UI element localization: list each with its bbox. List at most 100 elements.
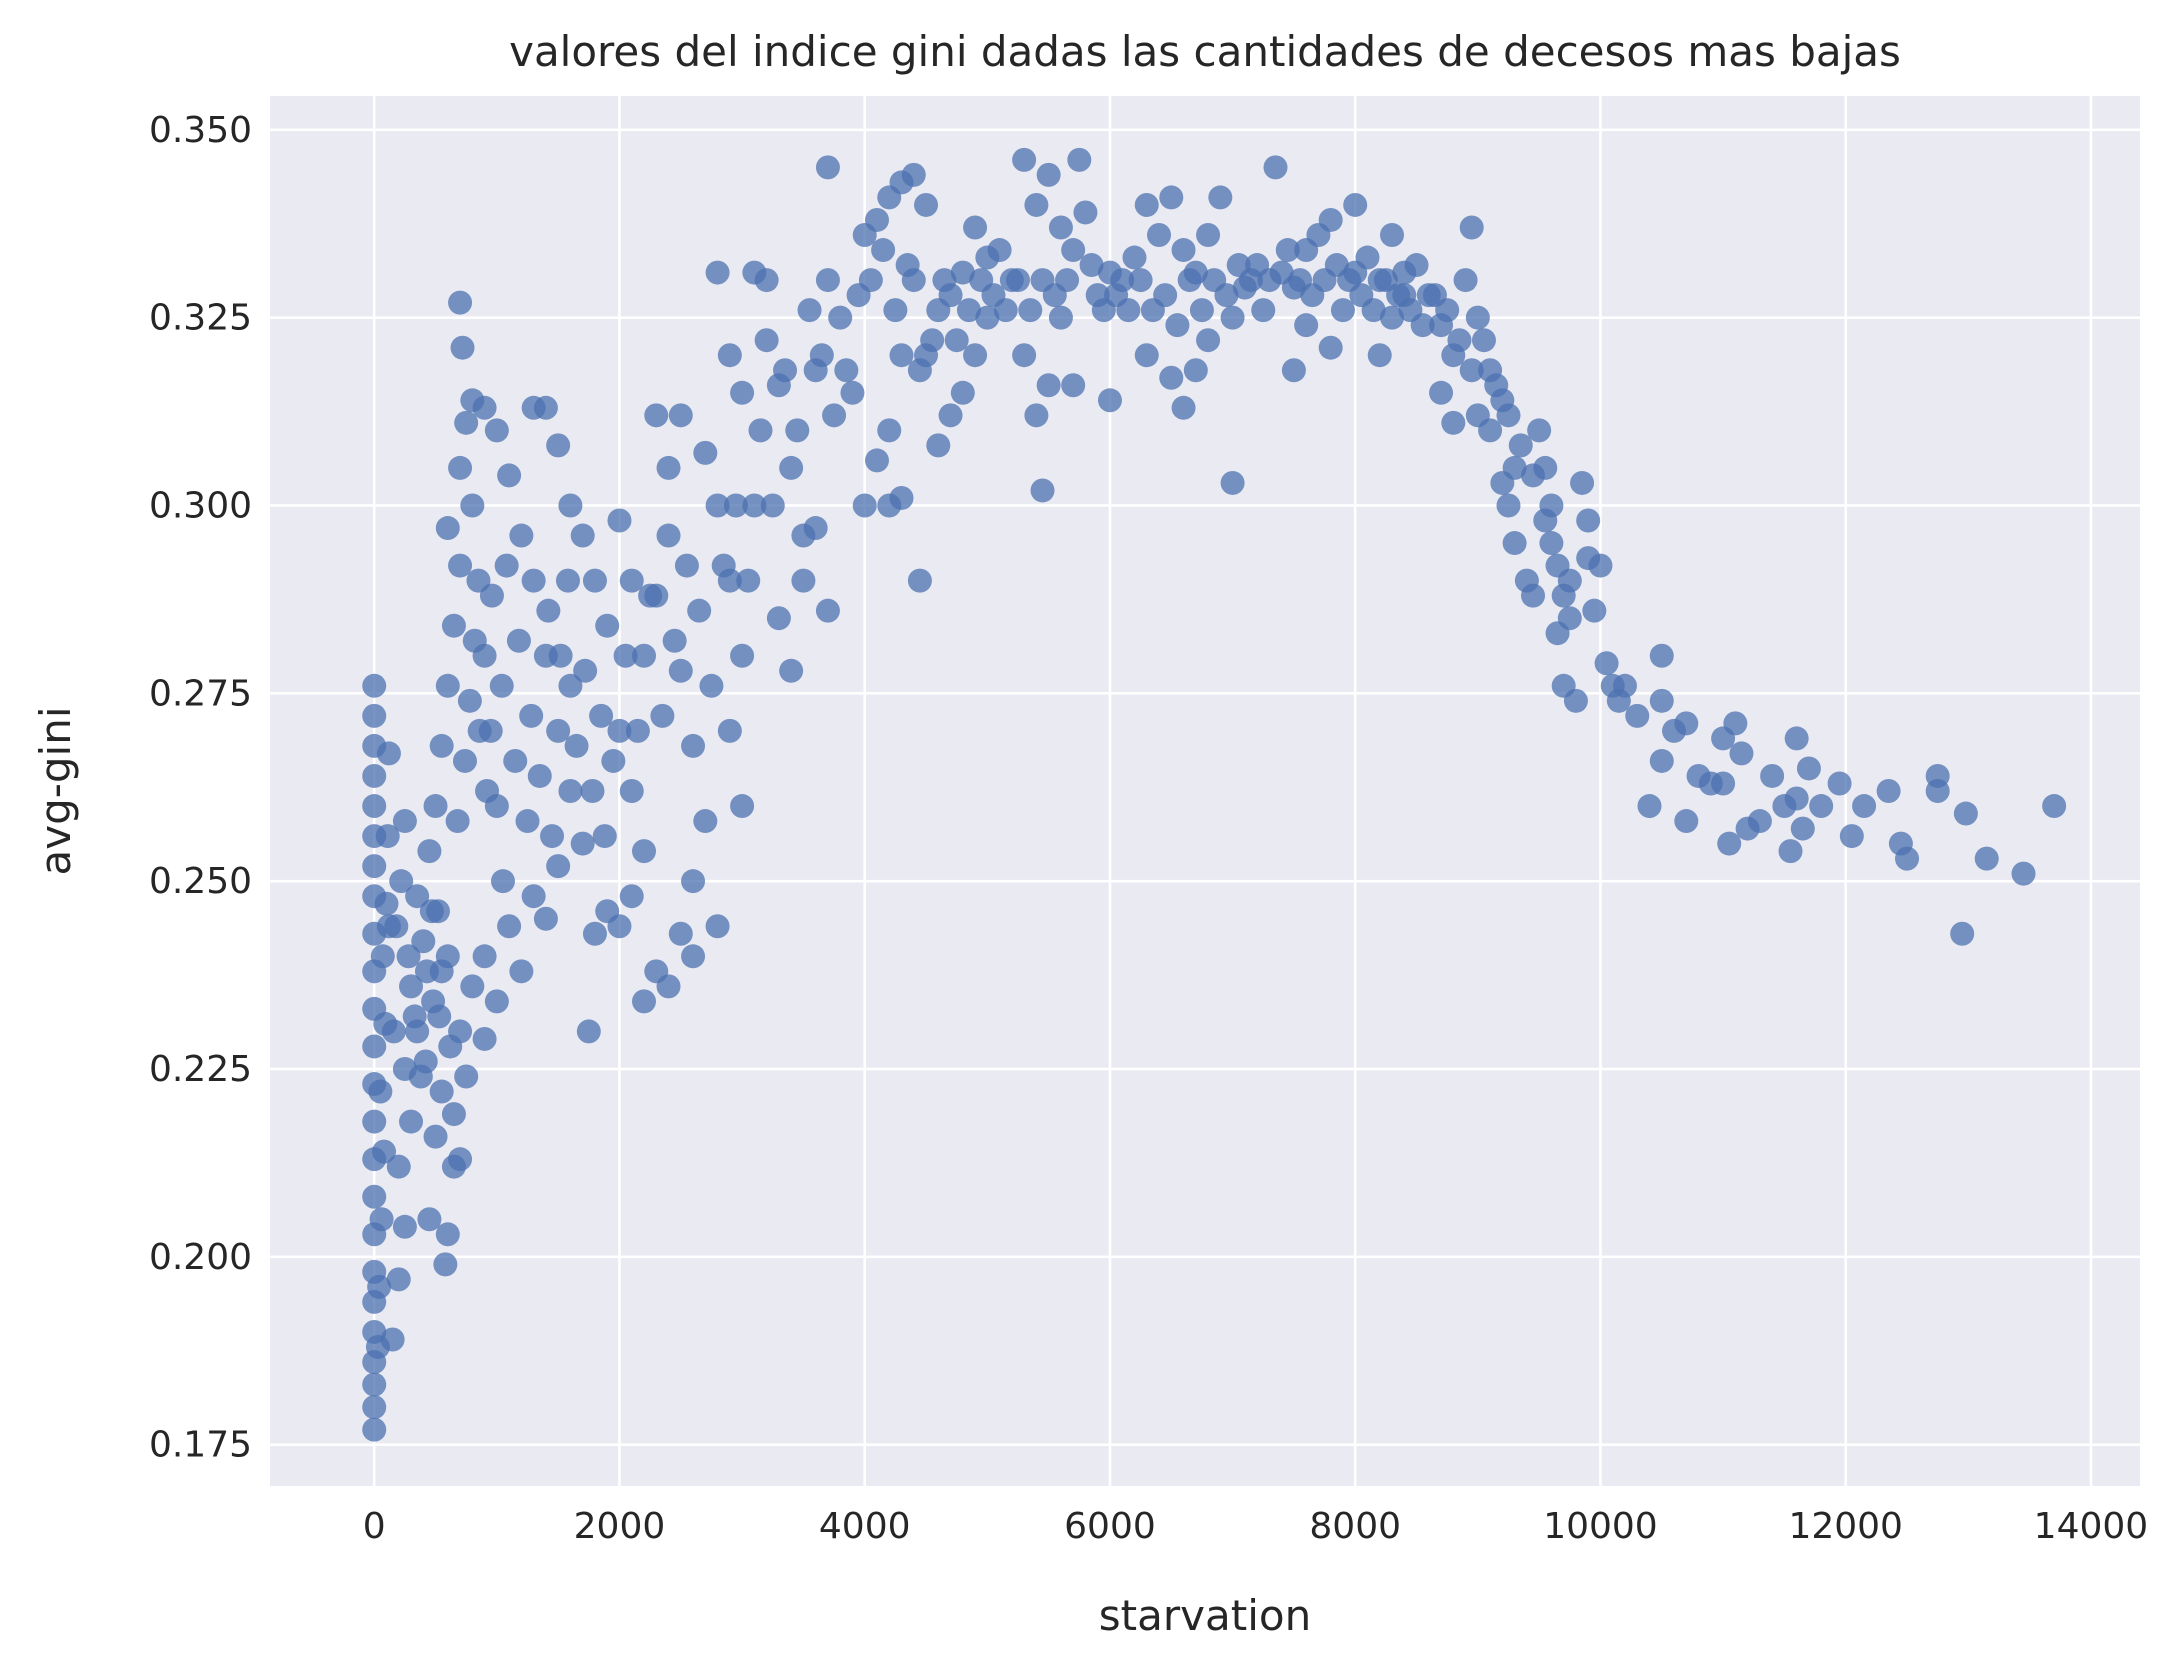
scatter-point [1796, 756, 1821, 781]
scatter-point [1220, 305, 1245, 330]
scatter-point [1723, 711, 1748, 736]
scatter-point [472, 1026, 497, 1051]
scatter-point [644, 403, 669, 428]
scatter-point [509, 959, 534, 984]
scatter-point [441, 613, 466, 638]
x-tick-label: 2000 [574, 1506, 666, 1547]
scatter-point [441, 1102, 466, 1127]
scatter-point [558, 673, 583, 698]
scatter-point [1183, 358, 1208, 383]
scatter-point [1453, 268, 1478, 293]
scatter-point [1294, 313, 1319, 338]
scatter-point [779, 455, 804, 480]
scatter-point [920, 328, 945, 353]
scatter-point [1012, 147, 1037, 172]
scatter-point [901, 162, 926, 187]
scatter-point [362, 1395, 387, 1420]
scatter-point [408, 1064, 433, 1089]
scatter-point [362, 703, 387, 728]
scatter-point [1502, 531, 1527, 556]
scatter-point [1435, 298, 1460, 323]
scatter-point [427, 1004, 452, 1029]
scatter-point [399, 1109, 424, 1134]
scatter-point [546, 854, 571, 879]
scatter-point [1012, 343, 1037, 368]
scatter-point [1147, 223, 1172, 247]
scatter-point [533, 906, 558, 931]
scatter-point [975, 305, 1000, 330]
scatter-point [950, 260, 975, 285]
scatter-point [963, 343, 988, 368]
x-tick-label: 6000 [1064, 1506, 1156, 1547]
scatter-point [1649, 748, 1674, 773]
scatter-point [448, 290, 473, 315]
scatter-point [1729, 741, 1754, 766]
scatter-point [1539, 531, 1564, 556]
scatter-point [2042, 794, 2067, 819]
scatter-point [1177, 268, 1202, 293]
scatter-point [362, 854, 387, 879]
scatter-point [711, 553, 736, 578]
scatter-point [1496, 403, 1521, 428]
scatter-point [527, 763, 552, 788]
scatter-point [386, 1267, 411, 1292]
scatter-point [779, 658, 804, 683]
scatter-point [932, 268, 957, 293]
scatter-point [1490, 470, 1515, 495]
scatter-point [452, 748, 477, 773]
scatter-point [693, 440, 718, 465]
scatter-point [389, 869, 414, 894]
scatter-point [405, 884, 430, 909]
scatter-point [460, 493, 485, 518]
scatter-point [367, 1274, 392, 1299]
scatter-point [650, 703, 675, 728]
scatter-point [1508, 433, 1533, 458]
scatter-point [484, 989, 509, 1014]
scatter-point [1281, 358, 1306, 383]
scatter-point [950, 380, 975, 405]
scatter-point [1925, 779, 1950, 803]
scatter-point [1649, 643, 1674, 668]
scatter-point [834, 358, 859, 383]
scatter-point [1171, 238, 1196, 263]
scatter-point [1404, 253, 1429, 278]
scatter-point [1747, 809, 1772, 834]
scatter-point [580, 779, 605, 803]
scatter-point [858, 268, 883, 293]
scatter-point [381, 1019, 406, 1044]
scatter-point [533, 395, 558, 420]
scatter-point [1006, 268, 1030, 293]
scatter-point [362, 1417, 387, 1442]
scatter-point [852, 493, 877, 518]
scatter-point [460, 974, 485, 999]
scatter-point [656, 523, 681, 548]
scatter-point [797, 298, 822, 323]
scatter-point [687, 598, 712, 623]
scatter-point [717, 718, 742, 743]
scatter-point [1134, 192, 1159, 217]
scatter-point [369, 1207, 394, 1232]
scatter-point [2011, 861, 2036, 886]
scatter-point [1061, 373, 1086, 398]
scatter-point [595, 613, 620, 638]
scatter-point [472, 944, 497, 969]
scatter-point [822, 403, 847, 428]
scatter-point [1073, 200, 1098, 225]
scatter-point [956, 298, 981, 323]
scatter-point [570, 831, 595, 856]
y-tick-label: 0.325 [149, 298, 252, 339]
x-tick-labels: 0 2000 4000 6000 8000 10000 12000 14000 [363, 1506, 2148, 1547]
scatter-point [1447, 328, 1472, 353]
scatter-point [370, 944, 395, 969]
scatter-point [441, 1154, 466, 1179]
scatter-point [362, 1372, 387, 1397]
scatter-point [785, 418, 810, 443]
scatter-point [871, 238, 896, 263]
scatter-point [374, 891, 399, 916]
scatter-point [435, 673, 460, 698]
scatter-point [1625, 703, 1650, 728]
scatter-point [607, 914, 632, 939]
scatter-point [895, 253, 920, 278]
scatter-point [570, 523, 595, 548]
scatter-point [1318, 335, 1343, 360]
